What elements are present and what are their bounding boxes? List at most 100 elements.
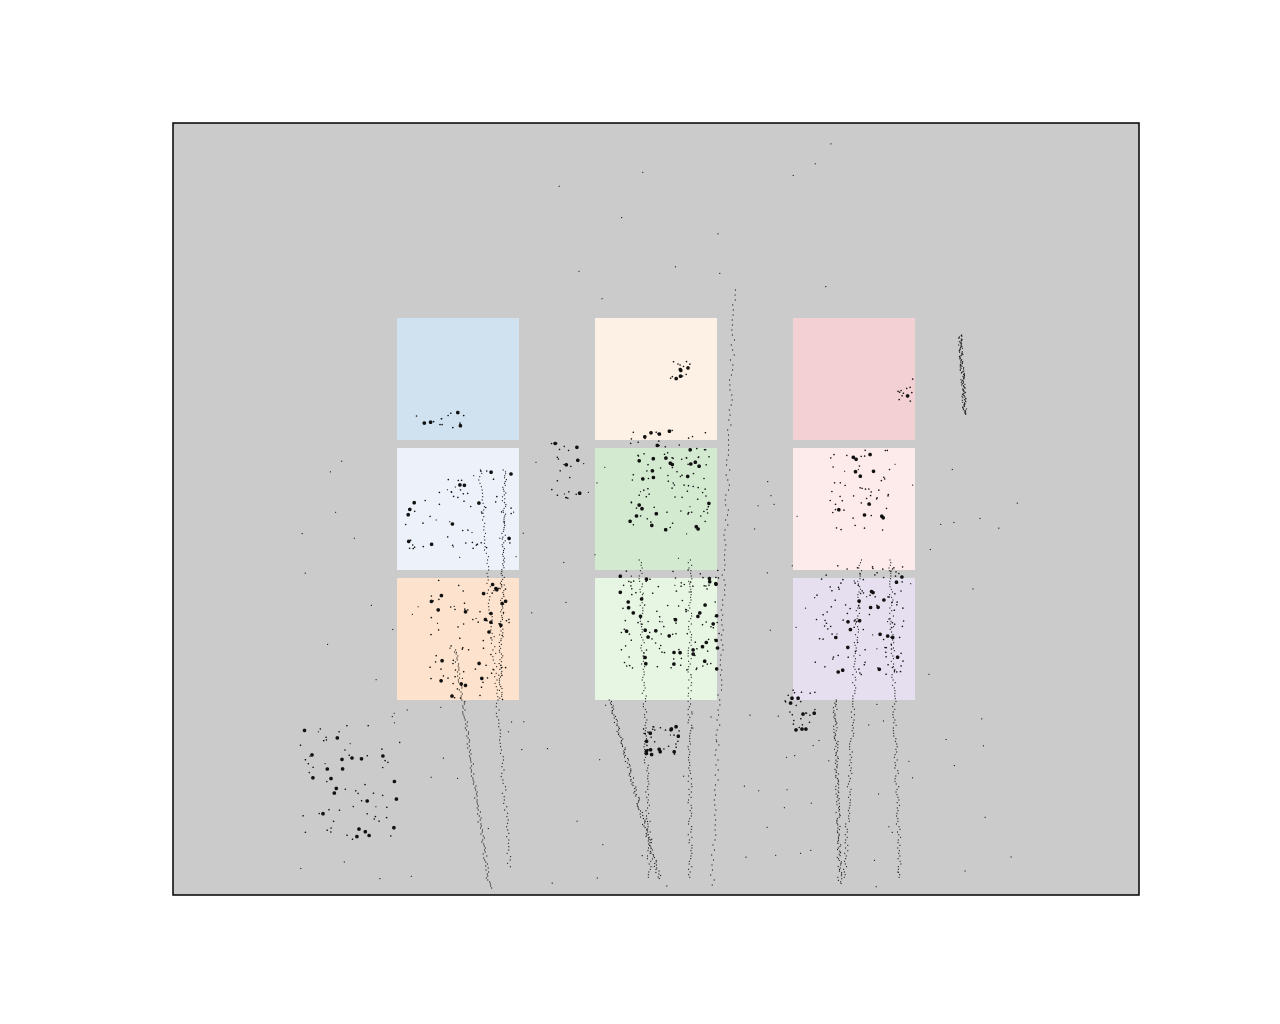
trajectory-point xyxy=(500,584,503,586)
trajectory-point xyxy=(889,583,891,585)
trajectory-point xyxy=(839,815,841,817)
trajectory-point xyxy=(785,756,788,758)
trajectory-point xyxy=(848,815,850,817)
trajectory-point xyxy=(650,866,652,868)
trajectory-point xyxy=(691,435,694,438)
trajectory-point xyxy=(690,591,692,593)
trajectory-point xyxy=(649,868,651,870)
trajectory-point xyxy=(896,759,898,761)
trajectory-point xyxy=(496,716,498,718)
trajectory-point xyxy=(837,790,839,792)
trajectory-point xyxy=(838,870,841,872)
trajectory-point xyxy=(499,752,502,754)
trajectory-point xyxy=(486,562,488,564)
trajectory-point xyxy=(894,580,899,584)
trajectory-point xyxy=(854,668,856,670)
trajectory-point xyxy=(667,634,671,638)
trajectory-point xyxy=(849,799,852,801)
trajectory-point xyxy=(503,548,505,550)
trajectory-point xyxy=(853,732,855,734)
trajectory-point xyxy=(713,799,715,801)
trajectory-point xyxy=(674,496,676,498)
trajectory-point xyxy=(857,594,859,596)
trajectory-point xyxy=(640,644,643,646)
trajectory-point xyxy=(840,882,842,885)
trajectory-point xyxy=(897,868,900,870)
trajectory-point xyxy=(836,765,838,767)
trajectory-point xyxy=(643,690,645,692)
trajectory-point xyxy=(717,709,719,711)
trajectory-point xyxy=(792,689,794,691)
trajectory-point xyxy=(653,856,656,859)
trajectory-point xyxy=(716,719,718,721)
trajectory-point xyxy=(673,484,676,486)
trajectory-point xyxy=(734,299,736,301)
trajectory-point xyxy=(896,743,898,745)
trajectory-point xyxy=(890,570,892,572)
trajectory-point xyxy=(851,751,853,753)
trajectory-point xyxy=(487,630,491,634)
trajectory-point xyxy=(672,650,676,655)
trajectory-point xyxy=(849,812,851,814)
trajectory-point xyxy=(500,511,503,513)
trajectory-point xyxy=(500,638,502,640)
trajectory-point xyxy=(835,811,837,814)
trajectory-point xyxy=(711,864,713,866)
trajectory-point xyxy=(485,877,487,879)
trajectory-point xyxy=(728,489,730,491)
trajectory-point xyxy=(499,659,501,661)
trajectory-point xyxy=(896,604,898,606)
trajectory-point xyxy=(618,726,620,728)
trajectory-point xyxy=(689,732,691,734)
trajectory-point xyxy=(868,613,871,616)
trajectory-point xyxy=(642,660,645,662)
trajectory-point xyxy=(502,546,504,548)
trajectory-point xyxy=(962,394,964,396)
trajectory-point xyxy=(480,486,482,488)
trajectory-point xyxy=(875,498,878,500)
trajectory-point xyxy=(473,773,475,775)
trajectory-point xyxy=(689,586,691,588)
trajectory-point xyxy=(896,802,898,804)
trajectory-point xyxy=(577,491,582,496)
trajectory-point xyxy=(658,873,660,875)
trajectory-point xyxy=(498,682,500,684)
trajectory-point xyxy=(465,729,467,731)
trajectory-point xyxy=(648,748,653,752)
trajectory-point xyxy=(847,783,850,785)
trajectory-point xyxy=(864,648,866,651)
trajectory-point xyxy=(667,745,670,748)
trajectory-point xyxy=(642,612,644,614)
trajectory-point xyxy=(893,623,896,625)
trajectory-point xyxy=(446,489,448,491)
trajectory-point xyxy=(503,599,508,604)
trajectory-point xyxy=(321,811,325,816)
trajectory-point xyxy=(669,462,671,464)
trajectory-point xyxy=(501,538,503,540)
trajectory-point xyxy=(644,661,648,666)
trajectory-point xyxy=(501,544,503,546)
trajectory-point xyxy=(645,700,647,702)
trajectory-point xyxy=(714,829,716,831)
trajectory-point xyxy=(837,795,839,797)
trajectory-point xyxy=(340,757,344,762)
trajectory-point xyxy=(650,852,652,854)
trajectory-point xyxy=(795,626,797,629)
trajectory-point xyxy=(836,804,838,806)
trajectory-point xyxy=(457,584,460,587)
trajectory-point xyxy=(834,734,836,737)
trajectory-point xyxy=(672,662,676,666)
trajectory-point xyxy=(671,375,674,378)
trajectory-point xyxy=(488,566,490,568)
trajectory-point xyxy=(340,767,345,771)
trajectory-point xyxy=(504,513,507,515)
trajectory-point xyxy=(686,366,690,370)
trajectory-point xyxy=(721,574,723,576)
trajectory-point xyxy=(901,581,903,583)
trajectory-point xyxy=(482,853,484,855)
trajectory-point xyxy=(503,584,505,586)
trajectory-point xyxy=(691,826,693,828)
trajectory-point xyxy=(871,469,876,474)
trajectory-point xyxy=(796,696,800,700)
